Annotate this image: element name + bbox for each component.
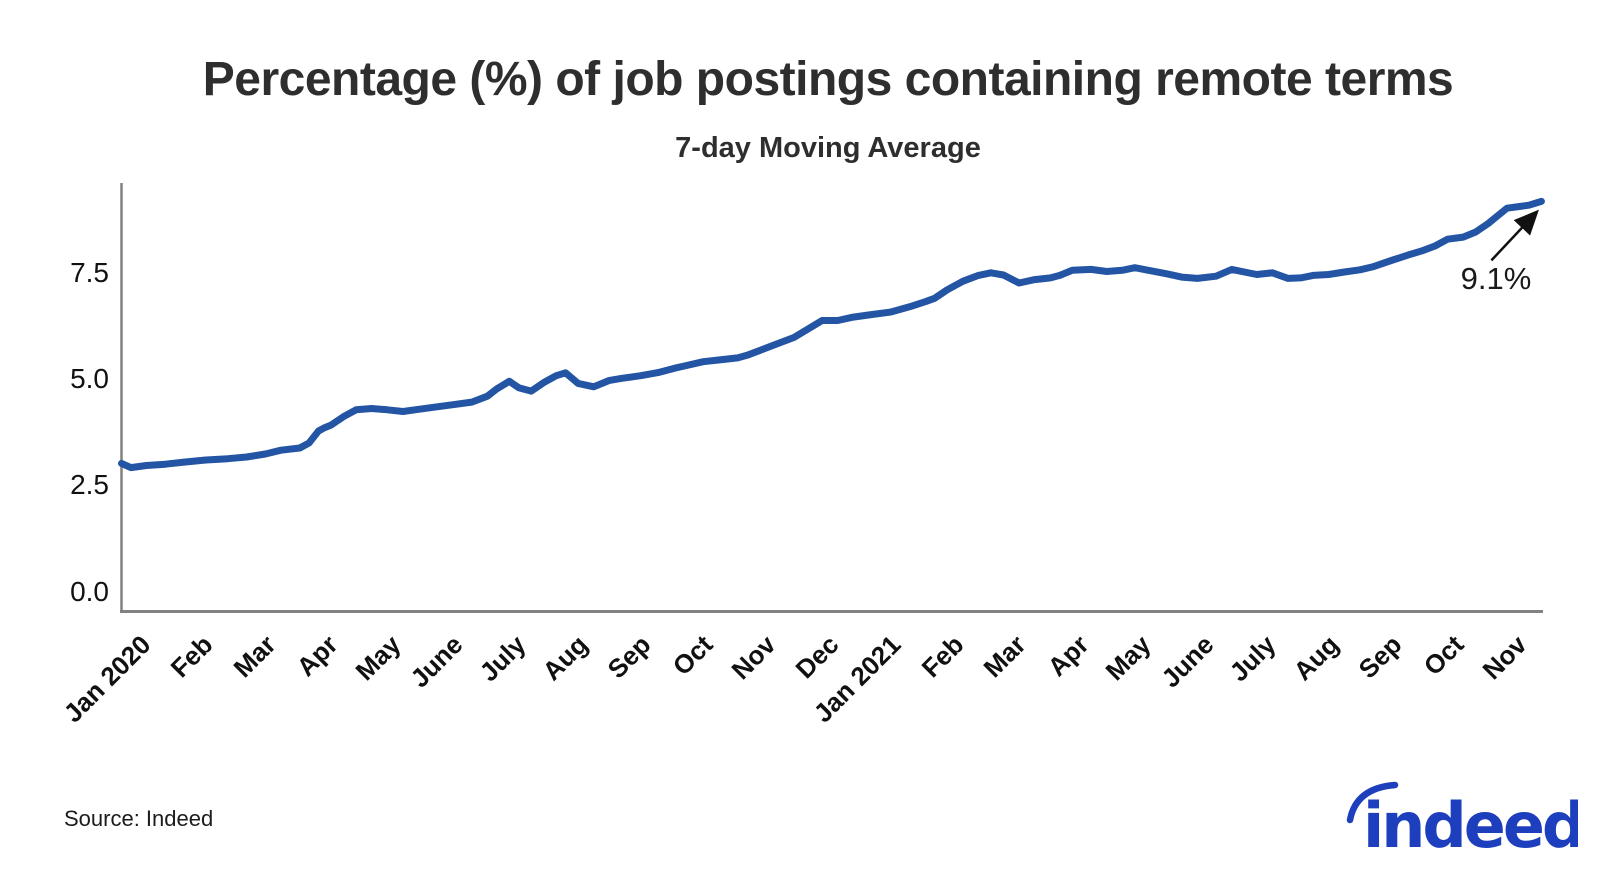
y-tick-label: 5.0: [70, 363, 109, 395]
source-text: Source: Indeed: [64, 806, 214, 831]
y-tick-label: 2.5: [70, 469, 109, 501]
y-tick-label: 7.5: [70, 256, 109, 288]
indeed-logo: indeed: [1346, 781, 1578, 862]
chart-subtitle: 7-day Moving Average: [675, 132, 981, 164]
chart-title: Percentage (%) of job postings containin…: [202, 53, 1454, 106]
y-tick-label: 0.0: [70, 575, 109, 607]
endpoint-value-label: 9.1%: [1460, 261, 1532, 296]
remote-share-line: [118, 197, 1545, 472]
annotation-arrow-icon: [1490, 209, 1539, 262]
logo-swoosh-icon: [1346, 781, 1399, 824]
logo-wordmark: indeed: [1363, 789, 1578, 862]
